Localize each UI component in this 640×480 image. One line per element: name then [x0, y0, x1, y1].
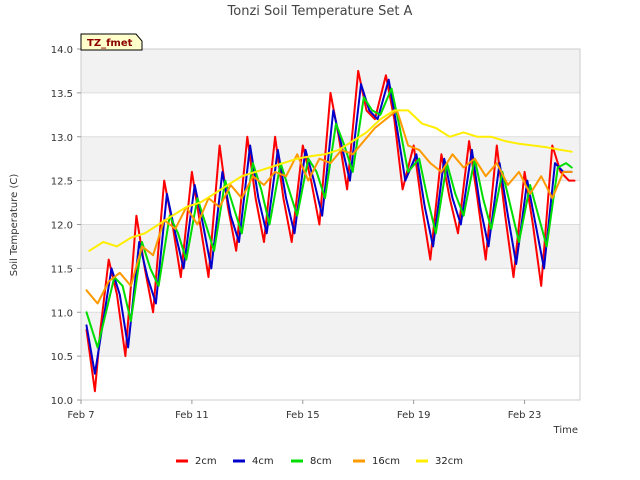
y-tick-label: 11.5 [51, 264, 73, 275]
x-tick-label: Feb 7 [67, 410, 94, 421]
series-line-16cm [85, 109, 573, 305]
legend-label-16cm: 16cm [372, 456, 400, 467]
axes: 10.0 10.5 11.0 11.5 12.0 12.5 13.0 13.5 14.0 Feb … [51, 45, 581, 421]
legend: 2cm 4cm 8cm 16cm 32cm [176, 456, 463, 467]
y-tick-label: 10.5 [51, 352, 73, 363]
y-tick-label: 12.0 [51, 221, 73, 232]
legend-label-8cm: 8cm [310, 456, 332, 467]
legend-label-2cm: 2cm [195, 456, 217, 467]
plot-band [81, 312, 580, 357]
y-tick-label: 12.5 [51, 177, 73, 188]
badge-box [80, 33, 143, 51]
legend-label-4cm: 4cm [252, 456, 274, 467]
y-tick-label: 14.0 [51, 45, 73, 56]
y-tick-label: 13.5 [51, 89, 73, 100]
badge-label: TZ_fmet [87, 38, 133, 49]
series-line-8cm [85, 87, 573, 349]
y-tick-label: 13.0 [51, 133, 73, 144]
x-tick-label: Feb 15 [286, 410, 320, 421]
x-tick-label: Feb 23 [508, 410, 542, 421]
y-tick-label: 10.0 [51, 396, 73, 407]
plot-band [81, 49, 580, 93]
x-tick-label: Feb 11 [175, 410, 209, 421]
y-tick-label: 11.0 [51, 308, 73, 319]
x-axis-label: Time [553, 425, 578, 436]
x-tick-label: Feb 19 [397, 410, 431, 421]
y-axis-label: Soil Temperature (C) [9, 174, 20, 277]
series-line-2cm [85, 69, 576, 393]
legend-label-32cm: 32cm [435, 456, 463, 467]
series-lines [85, 69, 576, 393]
chart-title: Tonzi Soil Temperature Set A [227, 4, 413, 19]
station-badge: TZ_fmet [80, 33, 143, 51]
series-line-32cm [88, 109, 573, 252]
